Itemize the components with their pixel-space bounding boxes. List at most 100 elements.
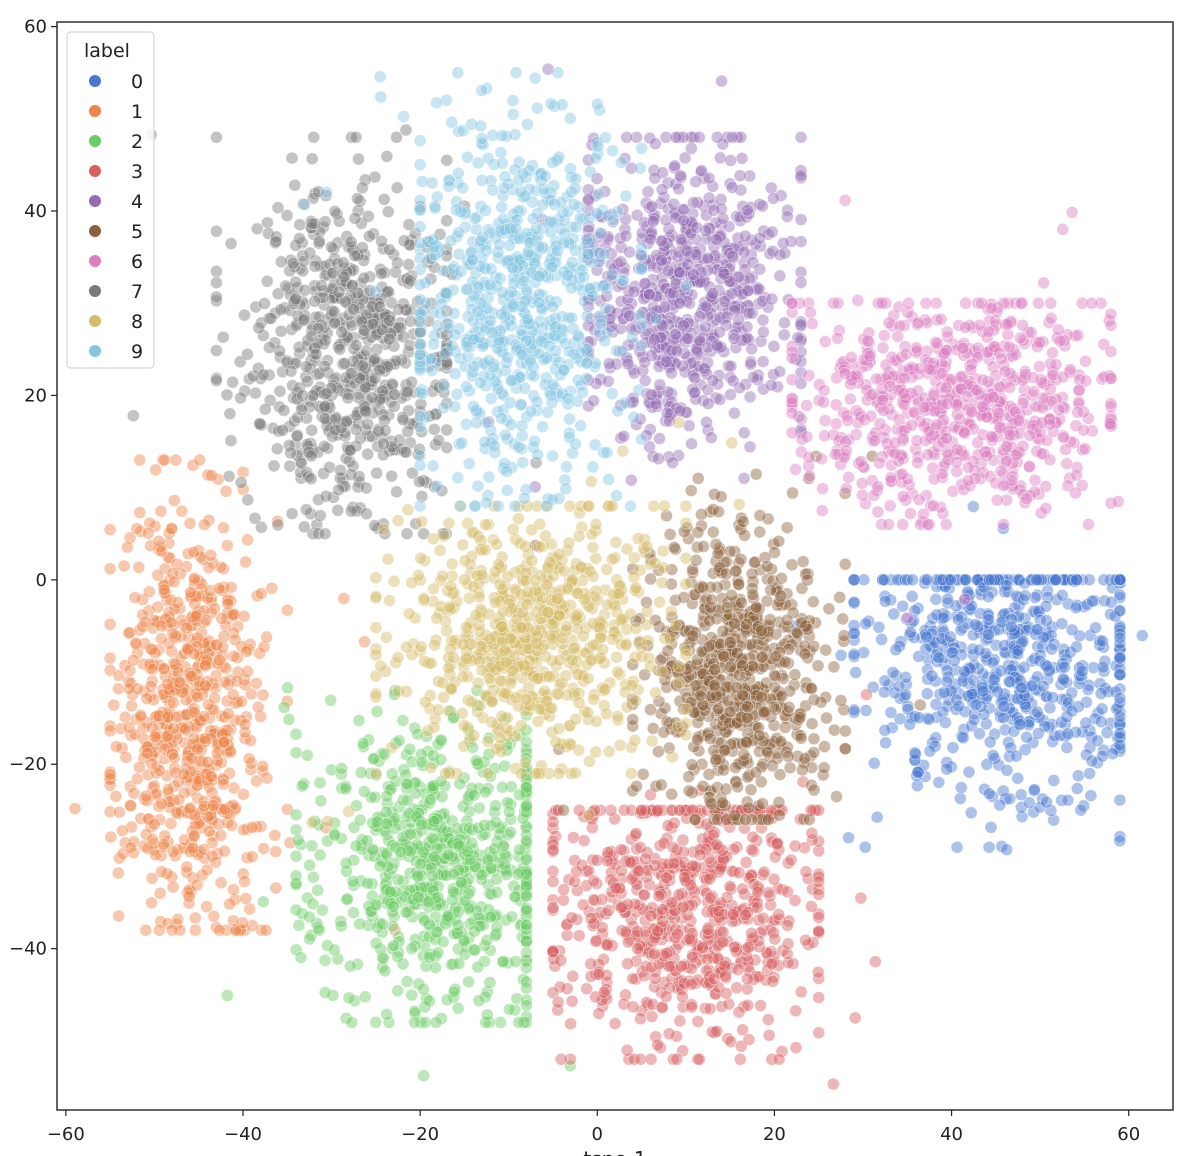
- scatter-point-label-1: [239, 555, 253, 569]
- scatter-point-label-0: [1000, 764, 1014, 777]
- scatter-point-label-2: [318, 986, 332, 999]
- scatter-point-label-0: [1084, 789, 1098, 802]
- scatter-point-label-0: [987, 673, 1001, 686]
- scatter-point-label-5: [716, 624, 730, 638]
- scatter-point-label-0: [1040, 795, 1053, 809]
- scatter-point-label-6: [996, 479, 1010, 493]
- scatter-point-label-3: [772, 908, 786, 921]
- scatter-point-label-3: [609, 881, 623, 895]
- scatter-point-label-5: [737, 748, 751, 761]
- scatter-point-label-5: [736, 659, 749, 673]
- scatter-point-label-4: [645, 199, 659, 213]
- scatter-point-label-1: [145, 643, 159, 656]
- scatter-point-label-0: [900, 678, 913, 691]
- scatter-point-label-0: [1018, 576, 1031, 590]
- scatter-point-label-2: [370, 705, 384, 718]
- scatter-point-label-2: [343, 959, 357, 973]
- scatter-point-label-2: [488, 842, 501, 856]
- scatter-point-label-0: [965, 719, 978, 733]
- scatter-point-label-2: [520, 735, 533, 749]
- scatter-point-label-5: [818, 740, 831, 753]
- scatter-point-label-4: [661, 264, 675, 278]
- scatter-point-label-4: [756, 199, 769, 213]
- scatter-point-label-6: [912, 493, 926, 507]
- scatter-point-label-4: [738, 229, 752, 243]
- scatter-point-label-5: [709, 753, 723, 766]
- scatter-point-label-5: [838, 742, 852, 755]
- scatter-point-label-2: [379, 805, 393, 819]
- scatter-point-label-5: [796, 555, 810, 568]
- scatter-point-label-5: [753, 525, 767, 539]
- points-layer: [68, 62, 1149, 1091]
- scatter-point-label-1: [119, 751, 133, 764]
- scatter-point-label-0: [1020, 730, 1033, 744]
- scatter-point-label-5: [749, 600, 763, 614]
- scatter-point-label-1: [218, 675, 232, 689]
- scatter-point-label-0: [1030, 705, 1044, 719]
- scatter-point-label-3: [546, 843, 560, 857]
- scatter-point-label-3: [693, 848, 707, 862]
- scatter-point-label-5: [717, 650, 731, 663]
- scatter-point-label-2: [431, 946, 445, 960]
- scatter-point-label-0: [1060, 741, 1074, 754]
- scatter-point-label-5: [811, 659, 825, 673]
- scatter-point-label-2: [404, 827, 417, 841]
- scatter-point-label-1: [103, 778, 117, 792]
- scatter-point-label-6: [817, 395, 831, 409]
- scatter-point-label-4: [780, 210, 794, 224]
- scatter-point-label-6: [896, 490, 910, 503]
- scatter-point-label-4: [644, 232, 657, 246]
- scatter-point-label-4: [794, 130, 808, 144]
- scatter-point-label-3: [595, 921, 609, 934]
- scatter-point-label-3: [788, 839, 802, 853]
- scatter-point-label-4: [624, 473, 638, 487]
- scatter-point-label-3: [567, 831, 580, 844]
- scatter-point-label-3: [546, 901, 560, 915]
- scatter-point-label-5: [837, 629, 851, 643]
- scatter-point-label-2: [380, 817, 394, 831]
- scatter-point-label-5: [717, 763, 730, 777]
- scatter-point-label-2: [520, 890, 533, 903]
- scatter-point-label-4: [646, 214, 660, 228]
- scatter-point-label-6: [1033, 335, 1047, 349]
- scatter-point-label-4: [794, 318, 808, 332]
- scatter-point-label-4: [660, 406, 674, 420]
- scatter-point-label-4: [690, 221, 704, 235]
- scatter-point-label-2: [353, 813, 367, 827]
- scatter-point-label-5: [795, 616, 808, 630]
- scatter-point-label-1: [260, 771, 274, 785]
- scatter-point-label-0: [1083, 767, 1096, 780]
- scatter-point-label-4: [764, 378, 778, 392]
- scatter-point-label-4: [617, 429, 631, 443]
- scatter-point-label-6: [1039, 501, 1053, 515]
- scatter-point-label-1: [207, 909, 221, 923]
- scatter-point-label-5: [691, 733, 704, 747]
- scatter-point-label-1: [227, 883, 240, 897]
- scatter-point-label-2: [411, 890, 425, 904]
- scatter-point-label-2: [391, 984, 405, 998]
- scatter-point-label-0: [922, 712, 936, 726]
- scatter-point-label-3: [626, 1000, 640, 1014]
- scatter-point-label-0: [1055, 617, 1069, 631]
- scatter-point-label-5: [719, 567, 733, 581]
- scatter-point-label-5: [745, 567, 759, 581]
- scatter-point-label-5: [833, 591, 847, 604]
- scatter-point-label-0: [1040, 614, 1053, 627]
- scatter-point-label-4: [740, 203, 754, 217]
- scatter-point-label-3: [770, 837, 784, 851]
- scatter-point-label-6: [1079, 354, 1092, 368]
- scatter-point-label-2: [411, 869, 425, 883]
- scatter-point-label-4: [620, 130, 634, 144]
- scatter-point-label-6: [1104, 397, 1118, 411]
- scatter-point-label-6: [939, 518, 953, 531]
- scatter-point-label-2: [502, 1003, 516, 1016]
- scatter-point-label-2: [302, 910, 316, 924]
- scatter-point-label-3: [662, 1027, 676, 1041]
- scatter-point-label-6: [864, 409, 878, 423]
- scatter-point-label-6: [940, 431, 954, 445]
- scatter-point-label-2: [394, 845, 408, 859]
- scatter-point-label-3: [728, 940, 741, 954]
- scatter-point-label-4: [614, 255, 628, 269]
- scatter-point-label-2: [429, 1016, 443, 1029]
- scatter-point-label-2: [289, 903, 303, 917]
